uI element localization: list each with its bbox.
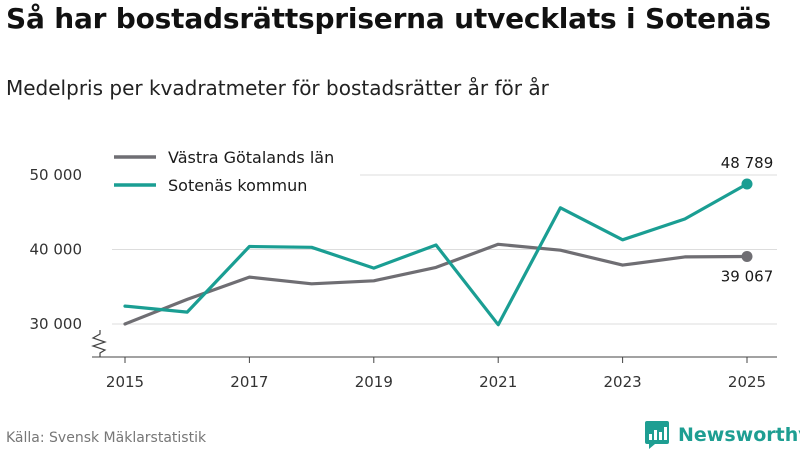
series-end-point (741, 250, 753, 262)
newsworthy-logo-icon (645, 421, 669, 449)
x-tick-label: 2017 (230, 373, 268, 391)
legend-label: Sotenäs kommun (168, 176, 307, 195)
x-tick-label: 2019 (355, 373, 393, 391)
source-note: Källa: Svensk Mäklarstatistik (6, 430, 207, 446)
legend-label: Västra Götalands län (168, 148, 334, 167)
y-tick-label: 50 000 (30, 166, 83, 184)
end-value-label: 48 789 (721, 154, 774, 172)
x-tick-label: 2015 (106, 373, 144, 391)
x-axis: 2015 2017 2019 2021 2023 2025 (92, 356, 777, 391)
end-labels: 39 067 48 789 (721, 154, 774, 285)
y-tick-label: 40 000 (30, 241, 83, 259)
legend-background (108, 143, 360, 201)
y-axis-break-icon (91, 330, 107, 357)
end-value-label: 39 067 (721, 267, 774, 285)
series-line (123, 182, 749, 327)
series-line (123, 242, 749, 326)
series-lines (123, 178, 753, 327)
x-tick-label: 2025 (728, 373, 766, 391)
legend: Västra Götalands län Sotenäs kommun (108, 143, 360, 201)
series-end-point (741, 178, 753, 190)
y-axis: 30 000 40 000 50 000 (30, 166, 83, 333)
y-tick-label: 30 000 (30, 315, 83, 333)
x-tick-label: 2023 (604, 373, 642, 391)
x-tick-label: 2021 (479, 373, 517, 391)
chart-subtitle: Medelpris per kvadratmeter för bostadsrä… (6, 76, 549, 100)
brand-logo: Newsworthy (644, 420, 800, 450)
brand-name: Newsworthy (678, 424, 800, 446)
chart-title: Så har bostadsrättspriserna utvecklats i… (6, 2, 771, 35)
